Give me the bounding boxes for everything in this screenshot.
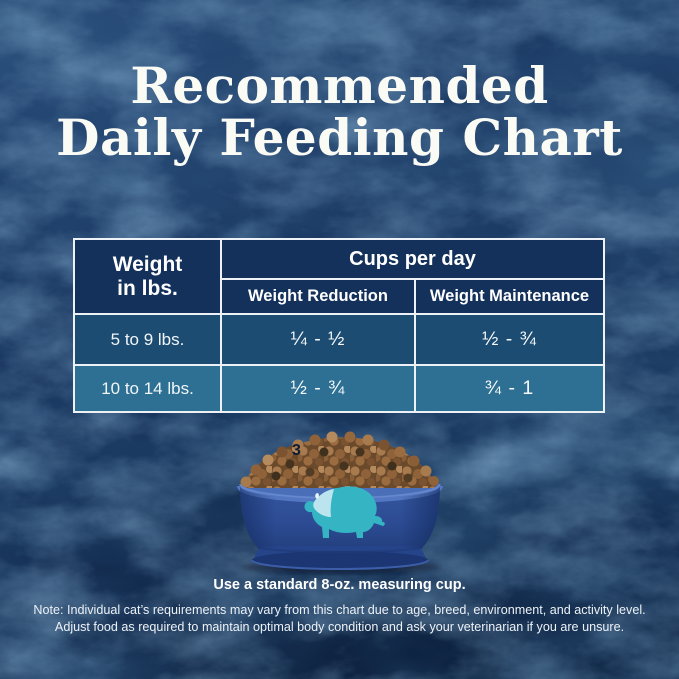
- footnote-marker: 3: [292, 442, 301, 459]
- column-header-weight-reduction: Weight Reduction: [222, 280, 414, 313]
- row-2-weight-maintenance-cell: ¾ - 1: [416, 366, 603, 411]
- pet-bowl-illustration: 3: [220, 426, 460, 576]
- weight-header-line-2: in lbs.: [117, 276, 178, 300]
- cups-per-day-header: Cups per day: [222, 240, 603, 278]
- weight-column-header: Weight in lbs.: [75, 240, 220, 313]
- kibble-pile: [240, 431, 439, 488]
- measuring-cup-caption: Use a standard 8-oz. measuring cup.: [213, 577, 466, 593]
- row-2-weight-reduction-cell: ½ - ¾: [222, 366, 414, 411]
- feeding-table: Weight in lbs. Cups per day Weight Reduc…: [73, 238, 605, 413]
- title-line-2: Daily Feeding Chart: [56, 108, 623, 167]
- disclaimer-note: Note: Individual cat’s requirements may …: [20, 602, 659, 635]
- disclaimer-note-line-1: Note: Individual cat’s requirements may …: [33, 603, 646, 617]
- row-1-weight-maintenance-cell: ½ - ¾: [416, 315, 603, 364]
- weight-header-line-1: Weight: [112, 252, 183, 276]
- row-1-weight-cell: 5 to 9 lbs.: [75, 315, 220, 364]
- row-2-weight-cell: 10 to 14 lbs.: [75, 366, 220, 411]
- title-line-1: Recommended: [130, 56, 549, 115]
- row-1-weight-reduction-cell: ¼ - ½: [222, 315, 414, 364]
- page-title: Recommended Daily Feeding Chart: [0, 60, 679, 164]
- column-header-weight-maintenance: Weight Maintenance: [416, 280, 603, 313]
- disclaimer-note-line-2: Adjust food as required to maintain opti…: [54, 619, 625, 634]
